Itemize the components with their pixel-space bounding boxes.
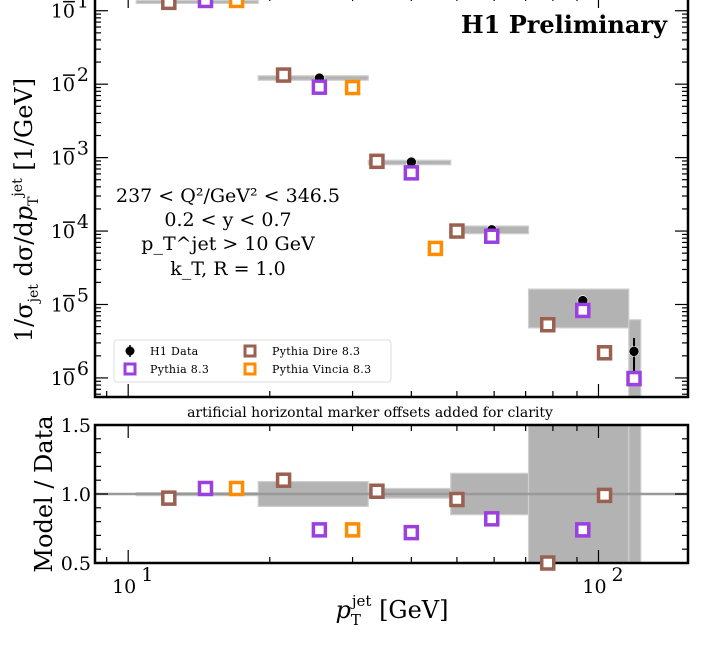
model-point — [311, 79, 328, 95]
legend-entry-pythia-vincia: Pythia Vincia 8.3 — [243, 362, 371, 376]
y-tick-exponent: −4 — [61, 211, 89, 233]
legend-entry-pythia-dire: Pythia Dire 8.3 — [243, 344, 360, 358]
legend-entry-h1-data: H1 Data — [125, 345, 199, 358]
model-point — [228, 0, 245, 9]
y-tick-exponent: −1 — [61, 0, 89, 13]
model-point — [197, 0, 214, 9]
y-tick-label: 10 — [51, 221, 75, 243]
annotation-algo: k_T, R = 1.0 — [170, 258, 286, 280]
annotations: 237 < Q²/GeV² < 346.5 0.2 < y < 0.7 p_T^… — [116, 185, 340, 280]
ratio-point — [161, 490, 177, 506]
annotation-q2: 237 < Q²/GeV² < 346.5 — [116, 185, 340, 207]
x-tick-exponent: 2 — [611, 564, 623, 586]
legend-label: H1 Data — [150, 345, 199, 358]
model-point — [403, 165, 420, 181]
ratio-point — [596, 487, 613, 504]
y-tick-exponent: −6 — [61, 358, 89, 380]
svg-text:1/σjet dσ/dpTjet [1/GeV]: 1/σjet dσ/dpTjet [1/GeV] — [10, 78, 42, 342]
offset-note: artificial horizontal marker offsets add… — [187, 405, 553, 421]
model-point — [427, 240, 444, 257]
x-axis-label: pTjet [GeV] — [335, 592, 448, 629]
y-tick-label: 10 — [51, 74, 75, 96]
square-marker-icon — [123, 362, 137, 376]
ratio-point — [575, 522, 591, 538]
y-axis-label-ratio: Model / Data — [30, 415, 58, 572]
x-tick-label: 10 — [112, 576, 136, 598]
svg-text:Model / Data: Model / Data — [30, 415, 58, 572]
y-tick-exponent: −2 — [61, 64, 89, 86]
x-tick-label: 10 — [582, 576, 606, 598]
y-tick-label: 10 — [51, 368, 75, 390]
model-point — [539, 316, 556, 333]
ratio-point — [344, 522, 361, 538]
legend-label: Pythia Dire 8.3 — [272, 345, 360, 358]
y-tick-label: 1.0 — [61, 484, 91, 506]
ratio-point — [539, 555, 556, 571]
uncertainty-band — [135, 0, 259, 5]
ratio-point — [197, 480, 214, 497]
legend-entry-pythia: Pythia 8.3 — [123, 362, 209, 376]
model-point — [275, 67, 292, 83]
y-tick-label: 1.5 — [61, 415, 91, 437]
ratio-point — [403, 524, 420, 541]
model-point — [344, 79, 361, 96]
data-point-h1 — [628, 346, 640, 357]
legend-label: Pythia 8.3 — [150, 363, 209, 376]
svg-text:pTjet [GeV]: pTjet [GeV] — [335, 592, 448, 629]
ratio-point — [311, 522, 328, 538]
ratio-point — [484, 511, 500, 527]
y-tick-label: 0.5 — [61, 553, 91, 575]
annotation-y: 0.2 < y < 0.7 — [164, 209, 291, 231]
annotation-ptjet: p_T^jet > 10 GeV — [141, 233, 315, 255]
ratio-point — [449, 491, 465, 508]
model-point — [626, 370, 642, 387]
square-marker-icon — [243, 362, 257, 376]
y-tick-label: 10 — [51, 148, 75, 170]
model-point — [369, 153, 385, 170]
legend-frame — [113, 339, 392, 383]
model-point — [575, 302, 591, 319]
model-point — [161, 0, 177, 11]
model-point — [596, 345, 613, 361]
square-marker-icon — [243, 344, 257, 358]
chart-title: H1 Preliminary — [461, 10, 668, 39]
ratio-point — [275, 472, 292, 488]
model-point — [484, 228, 500, 244]
legend: H1 Data Pythia Dire 8.3 Pythia 8.3 Pythi… — [113, 339, 392, 383]
y-tick-label: 10 — [51, 1, 75, 23]
model-point — [449, 223, 465, 239]
circle-marker-icon — [125, 346, 135, 356]
ratio-point — [228, 480, 245, 497]
y-axis-label-main: 1/σjet dσ/dpTjet [1/GeV] — [10, 78, 42, 342]
main-panel: 10−110−210−310−410−510−6 — [51, 0, 690, 399]
y-tick-exponent: −3 — [61, 138, 89, 160]
x-tick-exponent: 1 — [141, 564, 153, 586]
ratio-point — [369, 483, 385, 499]
legend-label: Pythia Vincia 8.3 — [272, 363, 371, 376]
y-tick-exponent: −5 — [61, 284, 89, 306]
y-tick-label: 10 — [51, 294, 75, 316]
